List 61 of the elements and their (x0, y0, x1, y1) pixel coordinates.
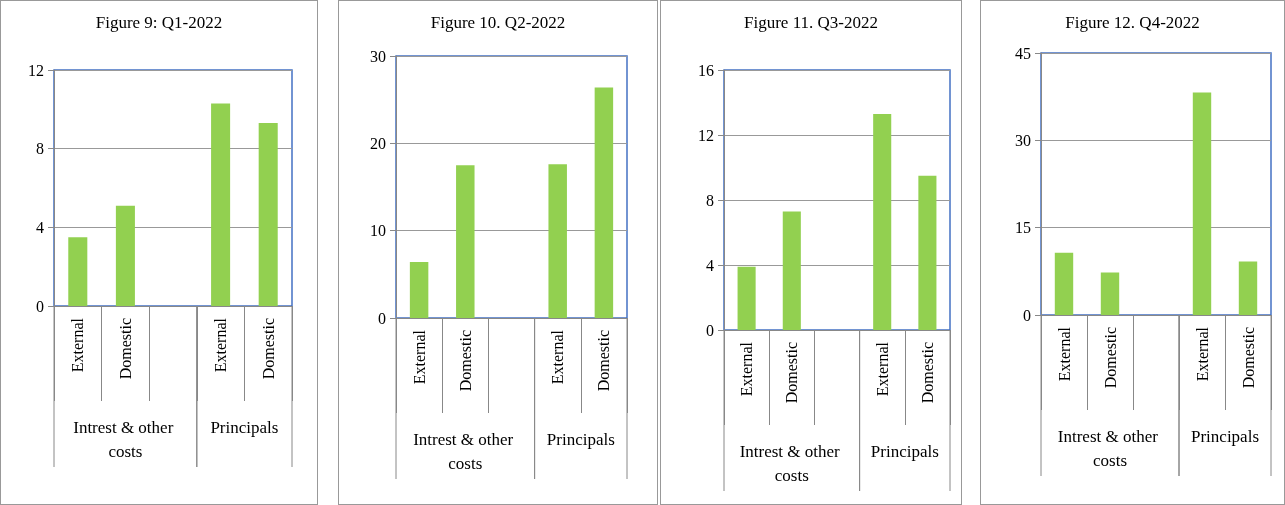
bar (68, 237, 88, 306)
bar (258, 123, 278, 306)
bar (918, 175, 937, 330)
bar (782, 211, 801, 330)
text: Intrest & other costs (413, 429, 518, 473)
y-tick-label: 0 (1023, 306, 1031, 324)
y-tick-label: 8 (36, 140, 44, 158)
bar (211, 103, 231, 306)
x-tick-label: External (1193, 326, 1211, 382)
chart-title: Figure 9: Q1-2022 (95, 13, 223, 32)
x-tick-label: Domestic (918, 342, 936, 404)
y-tick-label: 4 (36, 218, 44, 236)
x-tick-label: External (873, 341, 891, 397)
text: Principals (1191, 426, 1259, 446)
x-tick-label: Domestic (783, 342, 801, 404)
x-tick-label: Domestic (1239, 327, 1257, 389)
y-tick-label: 30 (370, 47, 386, 65)
text: Principals (870, 441, 939, 461)
bar (1238, 261, 1258, 315)
bar (873, 113, 892, 330)
y-tick-label: 8 (706, 191, 714, 209)
x-tick-label: External (69, 317, 87, 373)
x-tick-label: External (212, 317, 230, 373)
x-tick-label: Domestic (595, 330, 613, 392)
y-tick-label: 45 (1015, 44, 1031, 62)
chart-title: Figure 10. Q2-2022 (430, 13, 566, 32)
bar (115, 205, 135, 306)
text: Intrest & other costs (73, 417, 178, 461)
chart-title: Figure 11. Q3-2022 (744, 13, 878, 32)
y-tick-label: 0 (36, 297, 44, 315)
x-tick-label: Domestic (1101, 327, 1119, 389)
x-tick-label: External (738, 341, 756, 397)
text: Principals (210, 417, 279, 437)
bar (1054, 252, 1074, 315)
y-tick-label: 20 (370, 134, 386, 152)
bar (1192, 92, 1212, 315)
x-tick-label: External (410, 329, 428, 385)
text: Intrest & other costs (739, 441, 844, 485)
chart-title: Figure 12. Q4-2022 (1065, 13, 1200, 32)
y-tick-label: 30 (1015, 131, 1031, 149)
y-tick-label: 4 (706, 256, 714, 274)
text: Principals (546, 429, 615, 449)
y-tick-label: 15 (1015, 219, 1031, 237)
bar (409, 262, 429, 318)
y-tick-label: 10 (370, 222, 386, 240)
y-tick-label: 16 (698, 61, 714, 79)
x-tick-label: External (549, 329, 567, 385)
y-tick-label: 0 (706, 321, 714, 339)
x-tick-label: Domestic (259, 318, 277, 380)
bar (594, 87, 614, 318)
bar (737, 266, 756, 330)
x-tick-label: External (1055, 326, 1073, 382)
x-tick-label: Domestic (116, 318, 134, 380)
x-tick-label: Domestic (456, 330, 474, 392)
bar (456, 165, 475, 318)
bar (1100, 272, 1120, 315)
y-tick-label: 12 (28, 61, 44, 79)
text: Intrest & other costs (1057, 426, 1163, 470)
y-tick-label: 0 (378, 309, 386, 327)
y-tick-label: 12 (698, 126, 714, 144)
bar (548, 164, 567, 318)
